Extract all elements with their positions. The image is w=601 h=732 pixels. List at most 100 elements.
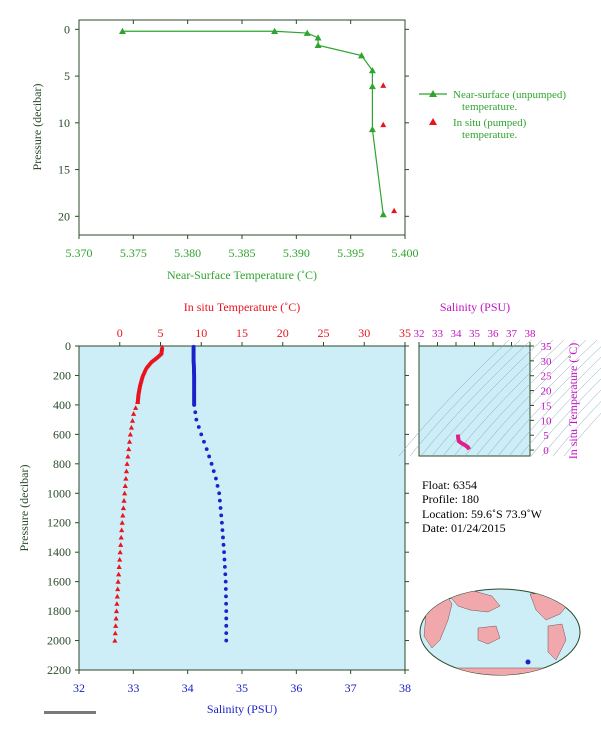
unpumped-temperature-point xyxy=(379,210,387,218)
temperature-point xyxy=(118,534,124,540)
ts-temp-tick-label: 15 xyxy=(541,400,553,412)
temp-tick-label: 15 xyxy=(236,326,248,340)
density-contour xyxy=(431,339,543,457)
salinity-point xyxy=(193,410,198,415)
density-contour xyxy=(475,339,587,457)
pumped-temperature-point xyxy=(391,207,398,214)
temperature-point xyxy=(115,579,121,584)
temperature-profile-points xyxy=(112,344,165,643)
ns-x-tick-label: 5.395 xyxy=(337,246,364,260)
near-surface-points xyxy=(118,27,398,218)
legend-unpumped-label-2: temperature. xyxy=(462,101,518,113)
ns-y-tick-label: 20 xyxy=(58,209,70,223)
ts-right-axis-label: In situ Temperature (˚C) xyxy=(566,343,580,460)
salinity-point xyxy=(223,572,228,577)
ts-temp-tick-label: 20 xyxy=(541,386,553,398)
pressure-tick-label: 800 xyxy=(53,457,71,471)
near-surface-x-axis-label: Near-Surface Temperature (˚C) xyxy=(167,268,317,282)
ts-temp-tick-label: 35 xyxy=(541,341,553,353)
temperature-point xyxy=(112,630,118,636)
ns-x-tick-label: 5.380 xyxy=(174,246,201,260)
unpumped-temperature-point xyxy=(314,34,322,41)
temperature-point xyxy=(119,520,125,525)
salinity-point xyxy=(217,498,222,503)
temperature-point xyxy=(113,608,120,614)
temperature-point xyxy=(127,431,133,437)
salinity-point xyxy=(207,454,212,459)
ts-plot-area xyxy=(418,345,531,457)
legend-pumped-label-1: In situ (pumped) xyxy=(453,117,527,129)
profile-pressure-ticks: 0 200 400 600 800 1000 1200 1400 1600 1800 2000 220… xyxy=(47,339,409,677)
unpumped-temperature-line xyxy=(122,30,384,215)
pressure-tick-label: 2000 xyxy=(47,634,71,648)
temp-tick-label: 25 xyxy=(318,326,330,340)
pressure-tick-label: 0 xyxy=(65,339,71,353)
temperature-point xyxy=(122,490,128,496)
ns-y-tick-label: 15 xyxy=(58,163,70,177)
salinity-point xyxy=(221,542,226,547)
temp-tick-label: 35 xyxy=(399,326,411,340)
near-surface-plot-frame xyxy=(78,19,406,236)
salinity-point xyxy=(222,565,227,569)
pumped-temperature-point xyxy=(380,121,387,128)
temperature-point xyxy=(118,542,124,547)
salinity-point xyxy=(224,594,228,599)
temperature-point xyxy=(120,505,127,511)
density-contour xyxy=(541,389,601,457)
density-contour xyxy=(486,339,598,457)
temperature-point xyxy=(121,498,127,503)
map-land-antarctica xyxy=(429,667,571,675)
profile-number: Profile: 180 xyxy=(422,492,479,506)
temperature-point xyxy=(135,399,141,405)
legend-pumped-label-2: temperature. xyxy=(462,129,518,141)
ts-temp-tick-label: 0 xyxy=(543,445,549,457)
unpumped-temperature-point xyxy=(368,66,376,74)
unpumped-temperature-point xyxy=(368,82,376,90)
ns-y-tick-label: 5 xyxy=(64,69,70,83)
float-id: Float: 6354 xyxy=(422,478,477,492)
salinity-point xyxy=(223,579,228,584)
density-contour xyxy=(497,346,601,457)
map-land-south-america xyxy=(547,623,567,661)
profile-chart: 0 5 10 15 20 25 30 35 32 33 34 35 36 37 38 0 200 400 600… xyxy=(17,300,411,716)
ts-temp-tick-label: 10 xyxy=(541,415,553,427)
salinity-point xyxy=(220,528,225,532)
salinity-tick-label: 35 xyxy=(236,681,248,695)
float-info: Float: 6354 Profile: 180 Location: 59.6˚… xyxy=(422,478,543,535)
temperature-point xyxy=(126,439,133,444)
salinity-point xyxy=(196,425,201,429)
salinity-tick-label: 36 xyxy=(290,681,302,695)
map-land-australia xyxy=(477,625,501,645)
pressure-tick-label: 1000 xyxy=(47,486,71,500)
salinity-point xyxy=(204,447,209,451)
salinity-point xyxy=(218,506,223,510)
legend-unpumped-marker xyxy=(429,90,437,97)
ts-temp-tick-label: 25 xyxy=(541,371,553,383)
density-contour xyxy=(508,356,601,457)
near-surface-y-axis-label: Pressure (decibar) xyxy=(30,84,44,171)
ts-salinity-tick-label: 36 xyxy=(488,328,500,340)
ts-density-contours xyxy=(398,339,601,457)
temperature-point xyxy=(123,475,129,481)
salinity-point xyxy=(224,638,229,643)
salinity-tick-label: 33 xyxy=(127,681,139,695)
ts-salinity-tick-label: 35 xyxy=(469,328,481,340)
temperature-point xyxy=(129,418,136,423)
salinity-point xyxy=(202,439,206,444)
density-contour xyxy=(442,339,554,457)
temperature-point xyxy=(116,564,122,569)
unpumped-temperature-point xyxy=(303,29,311,36)
density-contour xyxy=(530,378,601,457)
profile-salinity-ticks: 32 33 34 35 36 37 38 xyxy=(73,670,411,695)
density-contour xyxy=(398,339,510,457)
salinity-point xyxy=(222,557,227,562)
temp-tick-label: 0 xyxy=(117,326,123,340)
salinity-point xyxy=(214,476,218,481)
pressure-tick-label: 1800 xyxy=(47,604,71,618)
ns-y-tick-label: 0 xyxy=(64,22,70,36)
salinity-tick-label: 38 xyxy=(399,681,411,695)
profile-temperature-ticks: 0 5 10 15 20 25 30 35 xyxy=(117,326,411,346)
temperature-point xyxy=(113,623,119,628)
salinity-tick-label: 32 xyxy=(73,681,85,695)
